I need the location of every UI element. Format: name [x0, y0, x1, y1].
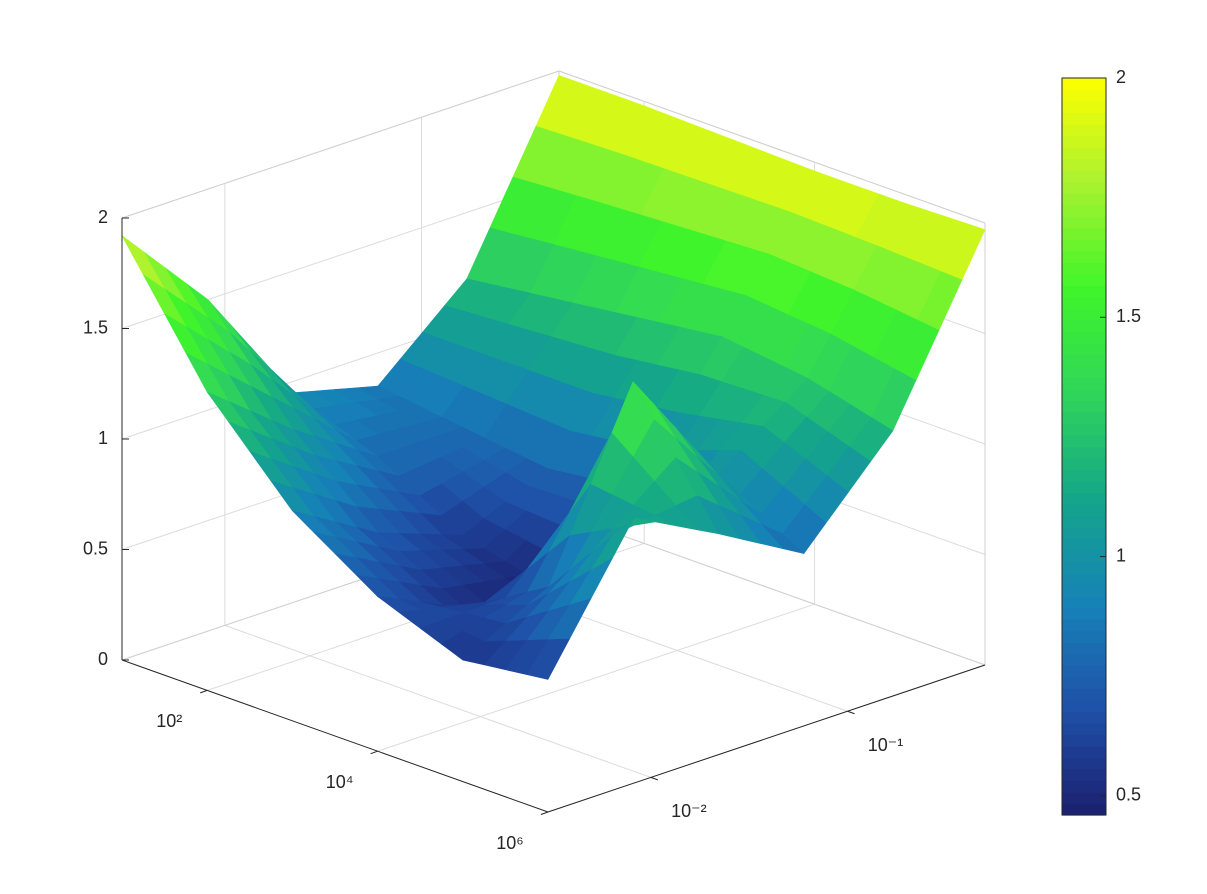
colorbar-band [1062, 78, 1106, 91]
colorbar-band [1062, 676, 1106, 689]
colorbar-band [1062, 550, 1106, 563]
colorbar-band [1062, 458, 1106, 471]
colorbar-band [1062, 642, 1106, 655]
colorbar-band [1062, 411, 1106, 425]
colorbar-tick-label: 1 [1116, 545, 1126, 565]
grid-line [377, 603, 815, 752]
colorbar-band [1062, 492, 1106, 505]
colorbar-band [1062, 757, 1106, 770]
colorbar-band [1062, 101, 1106, 114]
colorbar-band [1062, 630, 1106, 643]
colorbar-band [1062, 89, 1106, 102]
colorbar-band [1062, 227, 1106, 240]
colorbar-band [1062, 158, 1106, 171]
colorbar-band [1062, 734, 1106, 747]
colorbar-band [1062, 619, 1106, 632]
box-edge [558, 512, 986, 666]
x-tick-label: 10⁴ [326, 772, 354, 792]
colorbar-band [1062, 584, 1106, 597]
z-tick-label: 1.5 [83, 317, 108, 337]
colorbar-band [1062, 665, 1106, 678]
y-tick-label: 10⁻¹ [868, 735, 904, 755]
x-axis [121, 659, 549, 813]
colorbar-band [1062, 204, 1106, 217]
colorbar-band [1062, 515, 1106, 528]
colorbar-band [1062, 331, 1106, 344]
colorbar-band [1062, 434, 1106, 448]
x-tick-label: 10⁶ [496, 833, 523, 853]
colorbar-band [1062, 699, 1106, 712]
colorbar-band [1062, 527, 1106, 540]
colorbar-band [1062, 193, 1106, 206]
y-tick [847, 710, 855, 715]
colorbar-band [1062, 250, 1106, 263]
colorbar-band [1062, 124, 1106, 137]
colorbar-band [1062, 504, 1106, 517]
colorbar-band [1062, 135, 1106, 148]
colorbar-band [1062, 803, 1106, 816]
colorbar-band [1062, 262, 1106, 275]
colorbar-band [1062, 780, 1106, 793]
colorbar-band [1062, 181, 1106, 194]
box-edge [558, 70, 986, 224]
colorbar-band [1062, 147, 1106, 160]
colorbar-band [1062, 365, 1106, 379]
colorbar-band [1062, 711, 1106, 724]
colorbar-band [1062, 216, 1106, 229]
colorbar-band [1062, 688, 1106, 701]
colorbar-band [1062, 722, 1106, 735]
colorbar-band [1062, 342, 1106, 355]
x-tick [540, 811, 549, 815]
colorbar-band [1062, 573, 1106, 586]
colorbar-band [1062, 446, 1106, 459]
grid-line [224, 624, 652, 778]
x-tick-label: 10² [156, 711, 182, 731]
colorbar-band [1062, 319, 1106, 332]
colorbar-tick-label: 0.5 [1116, 785, 1141, 805]
colorbar-band [1062, 745, 1106, 759]
colorbar-band [1062, 112, 1106, 125]
z-tick-label: 2 [98, 207, 108, 227]
colorbar-band [1062, 469, 1106, 482]
colorbar-band [1062, 285, 1106, 298]
colorbar-band [1062, 308, 1106, 321]
colorbar-tick-label: 1.5 [1116, 306, 1141, 326]
x-tick [200, 689, 208, 694]
x-tick [370, 750, 378, 755]
colorbar-band [1062, 354, 1106, 367]
colorbar-band [1062, 791, 1106, 805]
colorbar-band [1062, 239, 1106, 252]
surface-facet [526, 638, 570, 680]
z-tick-label: 0.5 [83, 538, 108, 558]
colorbar-band [1062, 388, 1106, 402]
y-tick [650, 776, 659, 781]
colorbar-band [1062, 296, 1106, 309]
z-tick-label: 0 [98, 649, 108, 669]
colorbar-band [1062, 377, 1106, 390]
z-tick-label: 1 [98, 428, 108, 448]
box-edge [121, 70, 560, 219]
colorbar-band [1062, 596, 1106, 609]
colorbar-band [1062, 481, 1106, 494]
colorbar-band [1062, 768, 1106, 782]
y-axis [547, 664, 986, 813]
colorbar-band [1062, 423, 1106, 436]
colorbar-band [1062, 653, 1106, 666]
colorbar-frame [1061, 77, 1107, 816]
colorbar-band [1062, 170, 1106, 183]
colorbar-band [1062, 607, 1106, 620]
colorbar-band [1062, 400, 1106, 413]
colorbar-band [1062, 273, 1106, 286]
y-tick-label: 10⁻² [671, 801, 707, 821]
colorbar-tick-label: 2 [1116, 67, 1126, 87]
colorbar-band [1062, 538, 1106, 551]
colorbar-band [1062, 561, 1106, 574]
